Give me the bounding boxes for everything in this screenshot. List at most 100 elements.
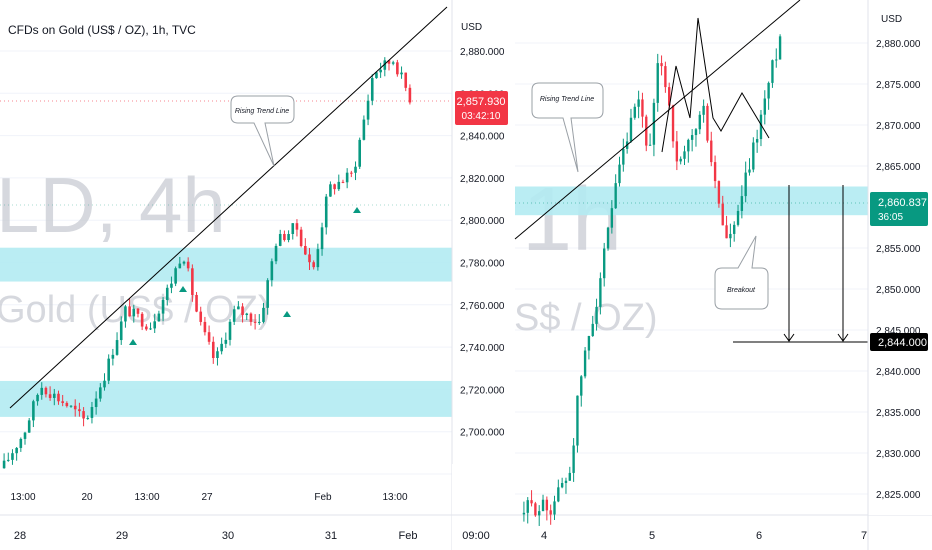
- left-candle-body: [228, 321, 232, 340]
- left-candle-body: [174, 268, 177, 284]
- right-candle-body: [599, 278, 602, 307]
- left-candle-body: [358, 139, 362, 167]
- right-candle-body: [545, 499, 549, 511]
- left-candle-body: [170, 283, 173, 288]
- right-candle-body: [729, 233, 732, 239]
- right-candle-body: [664, 66, 667, 88]
- right-candle-body: [606, 227, 610, 249]
- right-target-arrow-2: [837, 185, 849, 342]
- left-candle-body: [211, 341, 215, 358]
- left-y-tick-label: 2,880.000: [460, 47, 505, 58]
- right-candle-body: [541, 499, 545, 512]
- left-candle-body: [15, 447, 18, 454]
- left-candle-body: [157, 313, 161, 322]
- right-candle-body: [771, 60, 774, 83]
- left-candle-body: [203, 321, 207, 333]
- left-candle-body: [220, 343, 223, 352]
- right-y-tick-label: 2,875.000: [876, 80, 921, 91]
- left-price-label: 2,857.930 03:42:10: [455, 91, 508, 125]
- left-candle-body: [329, 184, 332, 197]
- left-candle-body: [128, 306, 131, 317]
- left-y-tick-label: 2,800.000: [460, 216, 505, 227]
- right-candle-body: [759, 114, 763, 140]
- right-candle-body: [717, 181, 721, 204]
- left-price-countdown: 03:42:10: [462, 111, 501, 122]
- left-date-tick: 30: [222, 530, 234, 542]
- left-candle-body: [312, 262, 315, 268]
- left-time-tick: Feb: [314, 492, 332, 503]
- left-y-tick-label: 2,780.000: [460, 259, 505, 270]
- right-candle-body: [725, 225, 728, 239]
- left-bottom-dates: 28 29 30 31 Feb 09:00: [14, 530, 490, 542]
- right-candle-body: [713, 162, 717, 182]
- left-y-tick-label: 2,720.000: [460, 385, 505, 396]
- right-price-countdown: 36:05: [878, 212, 903, 223]
- left-candle-body: [82, 411, 85, 419]
- left-candle-body: [149, 328, 152, 330]
- right-candle-body: [778, 36, 782, 60]
- right-candle-body: [587, 335, 591, 351]
- left-candle-body: [366, 100, 370, 120]
- left-candle-body: [278, 233, 282, 246]
- left-candle-body: [69, 405, 73, 407]
- right-candles: [522, 34, 782, 526]
- right-price-label: 2,860.837 36:05: [870, 192, 928, 226]
- left-y-tick-label: 2,700.000: [460, 428, 505, 439]
- left-candle-body: [132, 308, 136, 317]
- left-candle-body: [291, 223, 295, 235]
- left-candle-body: [165, 287, 169, 300]
- right-candle-body: [583, 350, 587, 377]
- left-candle-body: [387, 60, 391, 64]
- left-candles: [2, 57, 412, 469]
- left-chart-title: CFDs on Gold (US$ / OZ), 1h, TVC: [8, 23, 196, 37]
- left-candle-body: [404, 72, 408, 88]
- left-price-value: 2,857.930: [457, 96, 506, 108]
- left-candle-body: [115, 340, 119, 355]
- right-y-tick-label: 2,845.000: [876, 326, 921, 337]
- right-candle-body: [698, 114, 701, 130]
- left-candle-body: [78, 409, 81, 412]
- left-candle-body: [320, 227, 324, 250]
- left-candle-body: [308, 254, 311, 263]
- right-axis-currency: USD: [881, 14, 902, 25]
- left-candle-body: [383, 60, 387, 70]
- right-candle-body: [710, 140, 713, 163]
- left-candle-body: [207, 332, 211, 342]
- right-chart-panel: 1h S$ / OZ) Rising Trend Line Breakout U…: [514, 0, 932, 550]
- left-time-tick: 13:00: [134, 492, 159, 503]
- right-candle-body: [755, 139, 759, 143]
- left-candle-body: [379, 69, 382, 73]
- left-candle-body: [48, 394, 52, 398]
- right-price-value: 2,860.837: [878, 197, 927, 209]
- left-candle-body: [350, 172, 353, 174]
- right-candle-body: [614, 183, 617, 209]
- right-y-tick-label: 2,855.000: [876, 244, 921, 255]
- right-candle-body: [675, 141, 679, 162]
- left-time-tick: 13:00: [382, 492, 407, 503]
- left-candle-body: [249, 313, 253, 322]
- left-candle-body: [283, 233, 286, 241]
- left-signal-marker: [179, 286, 187, 292]
- left-candle-body: [362, 119, 366, 140]
- left-candle-body: [408, 87, 412, 103]
- left-candle-body: [245, 313, 249, 316]
- left-axis-mask: [452, 464, 510, 550]
- right-candle-body: [591, 323, 594, 336]
- right-y-tick-label: 2,865.000: [876, 162, 921, 173]
- right-candle-body: [767, 82, 770, 99]
- right-candle-body: [748, 169, 751, 173]
- left-candle-body: [337, 181, 341, 190]
- left-candle-body: [241, 306, 244, 316]
- left-chart-panel: LD, 4h Gold (US$ / OZ) Rising Trend Line…: [0, 0, 510, 550]
- right-candle-body: [690, 135, 694, 140]
- left-date-tick: 31: [325, 530, 337, 542]
- right-candle-body: [576, 395, 579, 446]
- right-date-tick: 5: [649, 530, 655, 542]
- left-candle-body: [6, 459, 10, 461]
- left-candle-body: [295, 223, 299, 230]
- left-candle-body: [375, 72, 378, 79]
- right-candle-body: [580, 376, 583, 396]
- left-y-tick-label: 2,740.000: [460, 343, 505, 354]
- right-candle-body: [763, 98, 766, 115]
- left-candle-body: [316, 249, 320, 268]
